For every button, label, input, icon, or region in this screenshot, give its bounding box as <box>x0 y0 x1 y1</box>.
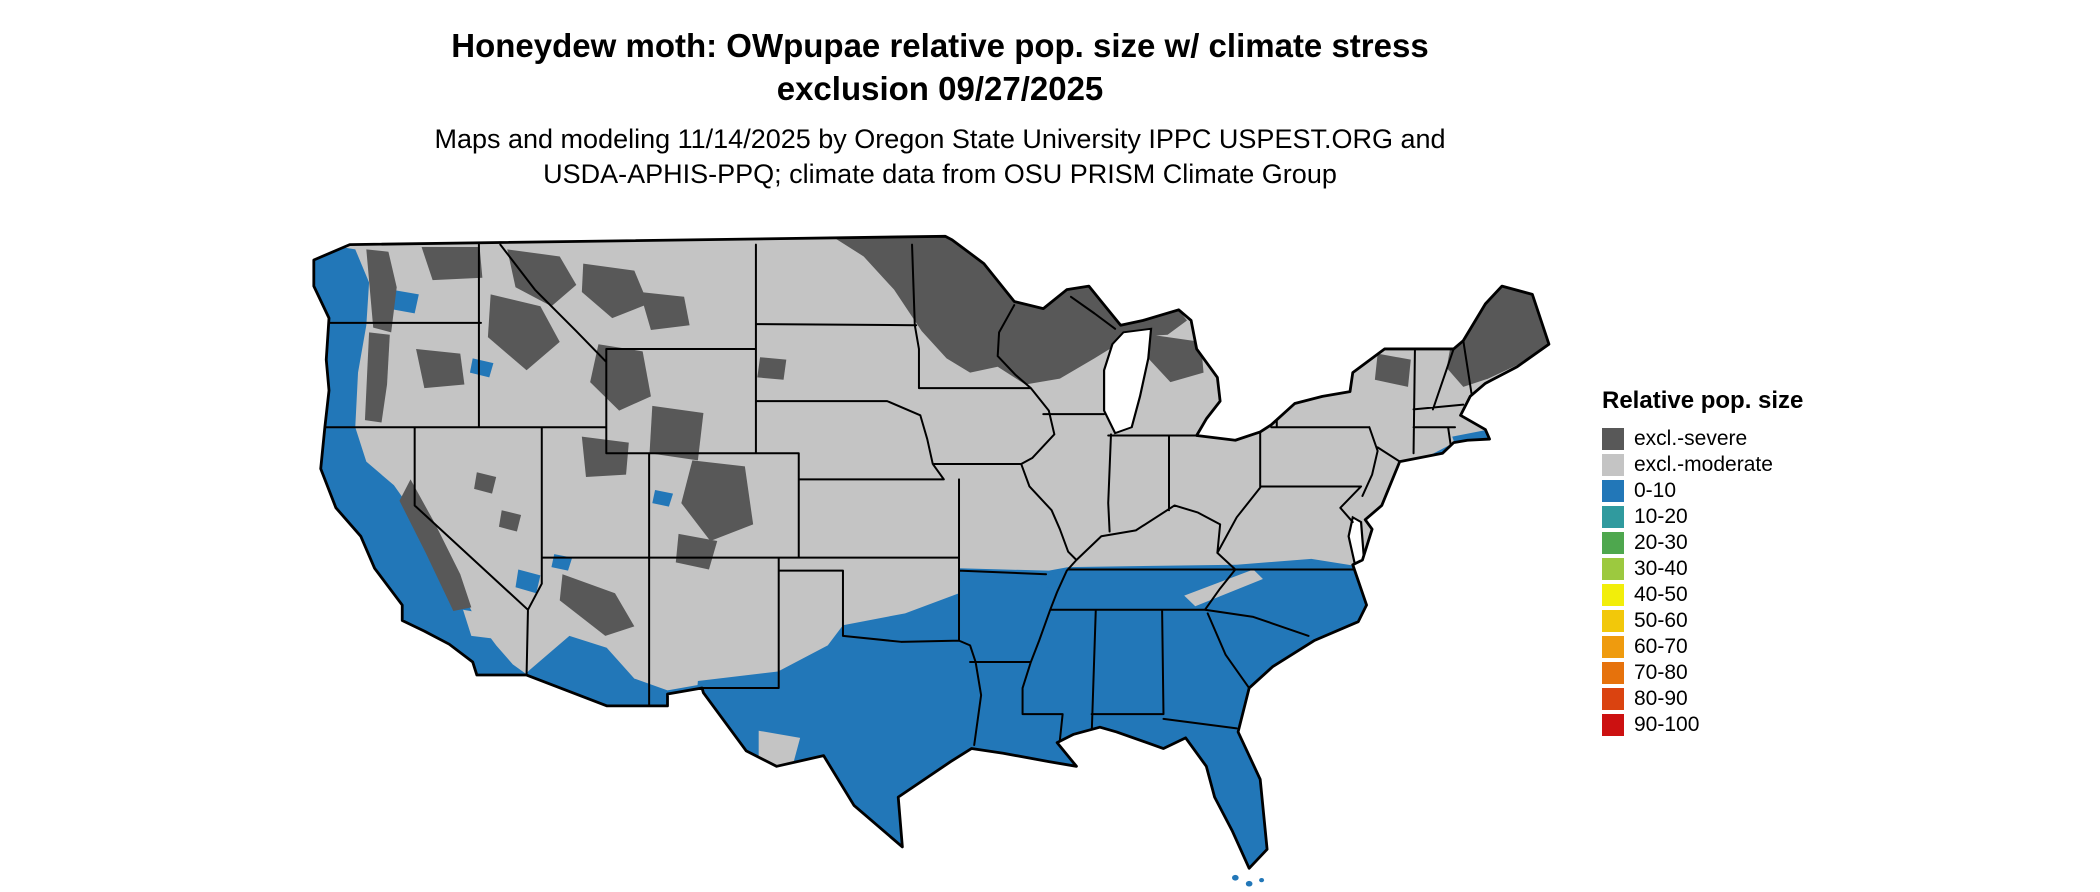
title-line-1: Honeydew moth: OWpupae relative pop. siz… <box>451 27 1429 64</box>
legend-swatch-8 <box>1602 636 1624 658</box>
legend-swatch-5 <box>1602 558 1624 580</box>
northern-plains-midwest-region <box>831 236 1187 385</box>
legend-label: excl.-moderate <box>1634 453 1773 476</box>
legend-swatch-6 <box>1602 584 1624 606</box>
columbia-basin-patch <box>388 289 419 314</box>
south-wyoming-patch <box>649 405 704 461</box>
credit-text: Maps and modeling 11/14/2025 by Oregon S… <box>0 122 1880 192</box>
map-fill-layers <box>313 236 1549 869</box>
legend-title: Relative pop. size <box>1602 387 1804 414</box>
northern-michigan-patch <box>1148 334 1204 383</box>
snake-plain-patch <box>469 358 494 378</box>
nevada-range-patch-2 <box>498 510 522 532</box>
legend-item-50-60: 50-60 <box>1602 608 1902 634</box>
legend-label: 30-40 <box>1634 557 1688 580</box>
nevada-range-patch-1 <box>474 472 497 494</box>
florida-keys-dots <box>1232 874 1265 887</box>
legend-swatch-7 <box>1602 610 1624 632</box>
legend-swatch-0 <box>1602 428 1624 450</box>
legend-item-40-50: 40-50 <box>1602 582 1902 608</box>
arizona-highlands-patch <box>559 574 635 636</box>
page-title: Honeydew moth: OWpupae relative pop. siz… <box>0 24 1880 110</box>
legend-swatch-1 <box>1602 454 1624 476</box>
legend-swatch-11 <box>1602 714 1624 736</box>
legend-label: 80-90 <box>1634 687 1688 710</box>
credit-line-2: USDA-APHIS-PPQ; climate data from OSU PR… <box>543 159 1337 189</box>
legend-item-30-40: 30-40 <box>1602 556 1902 582</box>
colorado-rockies-patch <box>681 460 754 542</box>
montana-central-patch <box>581 263 649 319</box>
las-vegas-patch <box>515 569 541 594</box>
legend-label: 50-60 <box>1634 609 1688 632</box>
keys-dot-2 <box>1245 880 1253 887</box>
ne-california-patch <box>363 429 425 473</box>
legend-swatch-9 <box>1602 662 1624 684</box>
legend-item-0-10: 0-10 <box>1602 478 1902 504</box>
san-juan-patch <box>675 533 718 570</box>
us-choropleth-map <box>300 228 1560 892</box>
legend-swatch-3 <box>1602 506 1624 528</box>
oregon-cascades-patch <box>364 332 390 423</box>
legend-label: 10-20 <box>1634 505 1688 528</box>
legend-swatch-2 <box>1602 480 1624 502</box>
lake-michigan <box>1102 327 1153 435</box>
sierra-nevada-patch <box>399 479 472 611</box>
legend-label: 70-80 <box>1634 661 1688 684</box>
legend-label: 0-10 <box>1634 479 1677 502</box>
legend-item-10-20: 10-20 <box>1602 504 1902 530</box>
washington-cascades-patch <box>366 249 397 333</box>
smoky-mountains-patch <box>1184 569 1263 607</box>
legend-swatch-10 <box>1602 688 1624 710</box>
legend-item-excl-severe: excl.-severe <box>1602 426 1902 452</box>
excl-severe-regions <box>364 236 1549 636</box>
utah-mountains-patch <box>581 436 629 477</box>
big-bend-patch <box>758 730 801 769</box>
idaho-central-patch <box>487 294 560 371</box>
legend-label: 90-100 <box>1634 713 1700 736</box>
blue-mountains-patch <box>416 348 465 389</box>
legend-label: 60-70 <box>1634 635 1688 658</box>
black-hills-patch <box>757 357 787 380</box>
legend-swatch-4 <box>1602 532 1624 554</box>
keys-dot-1 <box>1232 874 1239 881</box>
mojave-patch <box>463 609 510 641</box>
adirondacks-patch <box>1374 353 1411 387</box>
us-national-outline <box>314 236 1549 868</box>
legend-item-20-30: 20-30 <box>1602 530 1902 556</box>
grand-junction-patch <box>652 490 674 507</box>
south-texas-coast-patch <box>905 809 936 838</box>
title-line-2: exclusion 09/27/2025 <box>776 70 1104 107</box>
northeast-washington-patch <box>421 246 483 281</box>
legend-label: 40-50 <box>1634 583 1688 606</box>
bootheel-patch <box>1033 571 1056 589</box>
legend-item-90-100: 90-100 <box>1602 712 1902 738</box>
legend-label: excl.-severe <box>1634 427 1748 450</box>
legend-item-60-70: 60-70 <box>1602 634 1902 660</box>
state-boundaries <box>325 245 1472 745</box>
map-legend: Relative pop. size excl.-severe excl.-mo… <box>1602 388 1902 738</box>
legend-item-70-80: 70-80 <box>1602 660 1902 686</box>
keys-dot-3 <box>1259 878 1265 883</box>
credit-line-1: Maps and modeling 11/14/2025 by Oregon S… <box>434 124 1446 154</box>
legend-item-80-90: 80-90 <box>1602 686 1902 712</box>
us-map-svg <box>300 228 1560 887</box>
legend-label: 20-30 <box>1634 531 1688 554</box>
montana-west-patch <box>507 249 577 307</box>
legend-item-excl-moderate: excl.-moderate <box>1602 452 1902 478</box>
montana-east-patch <box>639 292 690 330</box>
